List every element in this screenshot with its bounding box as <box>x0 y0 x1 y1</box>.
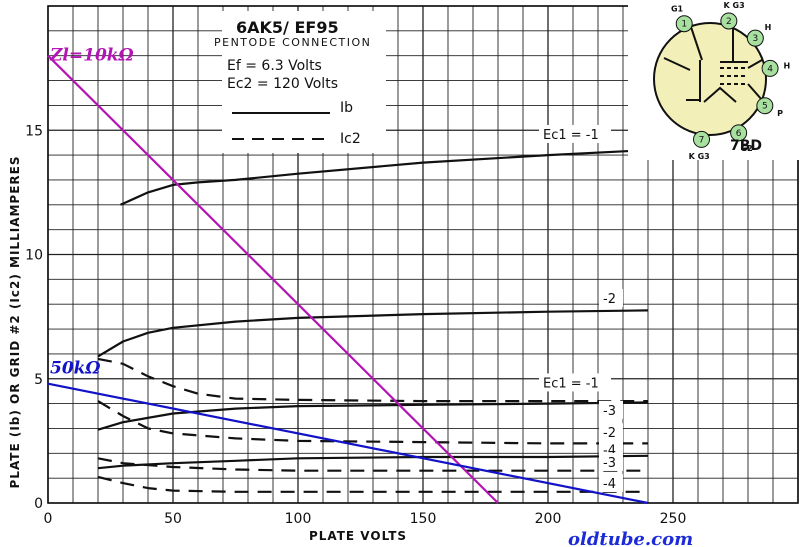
chart-title: 6AK5/ EF95 <box>236 18 339 37</box>
x-tick-label: 200 <box>535 511 562 527</box>
electrode-symbol <box>663 21 763 103</box>
tube-envelope <box>653 22 767 136</box>
load-line-label: Zl=10kΩ <box>49 46 134 66</box>
curve-label: Ec1 = -1 <box>543 376 599 391</box>
curve-label-bg <box>599 474 623 493</box>
pin-number: 3 <box>752 34 758 44</box>
curve-label: -2 <box>603 292 616 307</box>
ic2-curve <box>97 457 648 472</box>
curve-label-bg <box>599 452 623 471</box>
curve-label: -3 <box>603 404 616 419</box>
pin-number: 2 <box>726 17 732 27</box>
curve-label: Ec1 = -1 <box>543 128 599 143</box>
base-pin <box>761 59 779 77</box>
base-name: 7BD <box>730 138 762 154</box>
pin-number: 1 <box>681 20 687 30</box>
curve-label-bg <box>539 124 611 143</box>
ib-curve <box>120 149 649 206</box>
load-line <box>47 382 649 505</box>
ib-curve <box>97 454 649 470</box>
load-lines: Zl=10kΩ 50kΩ <box>47 46 649 505</box>
curve-label: -4 <box>603 477 616 492</box>
pin-label: P <box>777 109 783 118</box>
curve-label-bg <box>599 400 623 419</box>
base-pin <box>756 97 774 115</box>
load-line-label: 50kΩ <box>50 359 101 379</box>
base-pin <box>693 130 711 148</box>
pin-number: 4 <box>767 64 773 74</box>
curve-label-bg <box>539 373 611 392</box>
pin-label: H <box>765 23 772 32</box>
pin-number: 5 <box>762 102 768 112</box>
x-tick-label: 150 <box>410 511 437 527</box>
curve-label: -2 <box>603 426 616 441</box>
y-tick-label: 15 <box>25 123 43 139</box>
legend-ib-label: Ib <box>340 100 353 116</box>
pin-label: H <box>783 61 790 70</box>
load-line <box>47 54 499 504</box>
curves <box>97 149 649 493</box>
pin-label: K G3 <box>689 152 710 161</box>
watermark-text: oldtube.com <box>568 529 693 547</box>
base-pin <box>746 29 764 47</box>
condition-ec2: Ec2 = 120 Volts <box>227 76 338 92</box>
ic2-curve <box>97 357 648 403</box>
y-tick-label: 0 <box>34 496 43 512</box>
legend-box: 6AK5/ EF95 PENTODE CONNECTION Ef = 6.3 V… <box>214 11 386 153</box>
base-pin <box>675 15 693 33</box>
pin-number: 7 <box>699 135 705 145</box>
curve-label: -3 <box>603 456 616 471</box>
ib-curve <box>97 309 649 358</box>
y-tick-label: 10 <box>25 248 43 264</box>
curve-label-bg <box>599 288 623 307</box>
pin-label: G1 <box>671 4 684 13</box>
base-pin <box>730 124 748 142</box>
x-tick-label: 100 <box>285 511 312 527</box>
y-axis-title: PLATE (Ib) OR GRID #2 (Ic2) MILLIAMPERES <box>8 156 22 489</box>
x-tick-label: 0 <box>44 511 53 527</box>
chart-subtitle: PENTODE CONNECTION <box>214 36 371 49</box>
x-tick-label: 50 <box>164 511 182 527</box>
plot-frame <box>47 5 799 504</box>
condition-ef: Ef = 6.3 Volts <box>227 58 322 74</box>
pin-number: 6 <box>736 129 742 139</box>
base-pin <box>720 12 738 30</box>
curve-label-bg <box>599 423 623 442</box>
x-tick-label: 250 <box>660 511 687 527</box>
y-tick-label: 5 <box>34 372 43 388</box>
legend-ic2-label: Ic2 <box>340 131 361 147</box>
ic2-curve <box>97 475 648 493</box>
ic2-curve <box>97 400 648 445</box>
ib-curve <box>97 401 649 431</box>
pin-label: G2 <box>741 144 753 153</box>
pin-label: K G3 <box>724 1 745 10</box>
x-axis-title: PLATE VOLTS <box>309 529 407 543</box>
